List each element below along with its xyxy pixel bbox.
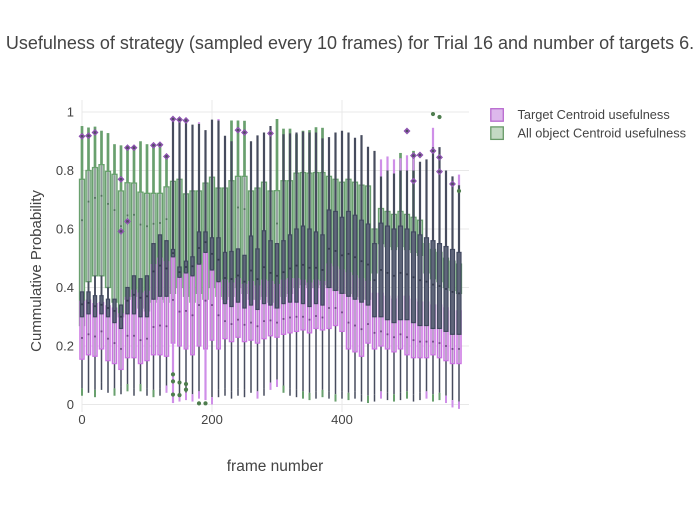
svg-text:200: 200 xyxy=(201,412,223,427)
svg-text:400: 400 xyxy=(331,412,353,427)
svg-text:0.8: 0.8 xyxy=(56,163,74,178)
svg-text:frame number: frame number xyxy=(227,458,323,475)
svg-text:Usefulness of strategy (sample: Usefulness of strategy (sampled every 10… xyxy=(6,33,694,53)
svg-text:0.4: 0.4 xyxy=(56,280,74,295)
svg-text:0: 0 xyxy=(67,397,74,412)
svg-text:All object Centroid usefulness: All object Centroid usefulness xyxy=(518,125,687,140)
svg-text:1: 1 xyxy=(67,104,74,119)
svg-text:Cummulative Probability: Cummulative Probability xyxy=(28,190,45,352)
svg-text:0.6: 0.6 xyxy=(56,221,74,236)
svg-text:0: 0 xyxy=(78,412,85,427)
svg-text:Target Centroid usefulness: Target Centroid usefulness xyxy=(518,107,670,122)
svg-text:0.2: 0.2 xyxy=(56,338,74,353)
